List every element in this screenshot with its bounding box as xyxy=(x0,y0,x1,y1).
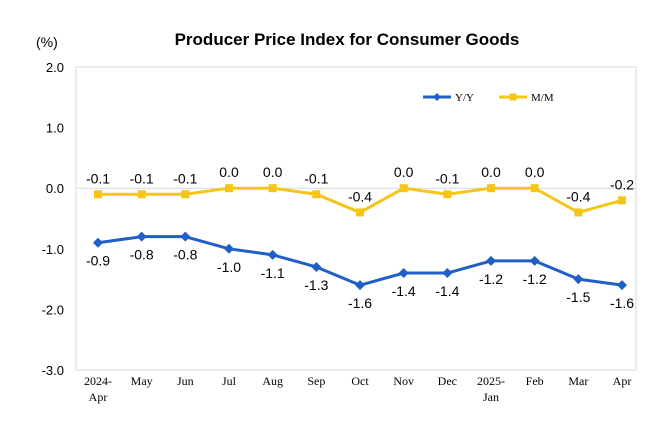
data-label: -1.0 xyxy=(217,259,241,275)
y-tick-label: 1.0 xyxy=(46,121,64,136)
plot-area-border xyxy=(75,66,637,371)
x-tick-label: Sep xyxy=(307,374,325,388)
x-tick-label: Mar xyxy=(568,374,588,388)
y-tick-label: 2.0 xyxy=(46,60,64,75)
data-point-marker xyxy=(93,237,103,248)
legend-label: M/M xyxy=(531,92,554,104)
data-label: -1.3 xyxy=(304,277,328,293)
data-point-marker xyxy=(311,261,322,272)
data-label: 0.0 xyxy=(394,164,414,180)
y-tick-label: -2.0 xyxy=(42,302,64,317)
data-label: -0.1 xyxy=(173,170,197,186)
chart-title: Producer Price Index for Consumer Goods xyxy=(175,30,520,49)
x-tick-label: Dec xyxy=(438,374,457,388)
data-label: -0.1 xyxy=(86,170,110,186)
legend: Y/Y M/M xyxy=(423,92,554,104)
data-point-marker xyxy=(398,268,409,279)
data-point-marker xyxy=(94,190,102,199)
data-point-marker xyxy=(617,280,627,291)
x-tick-label: Jun xyxy=(177,374,194,388)
y-tick-label: -1.0 xyxy=(42,242,64,257)
data-label: -1.1 xyxy=(261,265,285,281)
data-point-marker xyxy=(530,184,539,193)
x-tick-label: 2025-Jan xyxy=(477,374,505,404)
data-point-marker xyxy=(181,190,190,199)
legend-label: Y/Y xyxy=(455,92,474,104)
data-label: 0.0 xyxy=(219,164,239,180)
data-point-marker xyxy=(487,184,495,193)
data-label: 0.0 xyxy=(481,164,501,180)
data-label: -0.4 xyxy=(566,188,590,204)
data-point-marker xyxy=(618,196,626,205)
data-label: -0.8 xyxy=(173,247,197,263)
data-label: -1.4 xyxy=(435,283,459,299)
data-point-marker xyxy=(573,274,584,285)
data-point-marker xyxy=(312,190,321,199)
x-tick-label: Apr xyxy=(613,374,632,388)
data-label: -0.8 xyxy=(130,247,154,263)
data-point-marker xyxy=(443,190,452,199)
series-layer xyxy=(93,184,627,291)
data-point-marker xyxy=(267,249,278,260)
data-point-marker xyxy=(442,268,453,279)
data-point-marker xyxy=(529,255,540,266)
data-label: 0.0 xyxy=(263,164,283,180)
data-point-marker xyxy=(225,184,233,193)
data-labels: -0.9 -0.8 -0.8 -1.0 -1.1 -1.3 -1.6 -1.4 -1.4 -1.2… xyxy=(86,164,634,311)
data-label: -0.2 xyxy=(610,176,634,192)
x-tick-label: May xyxy=(131,374,153,388)
data-label: -1.2 xyxy=(479,271,503,287)
data-point-marker xyxy=(268,184,277,193)
x-tick-label: Oct xyxy=(351,374,369,388)
data-label: -0.4 xyxy=(348,188,372,204)
data-label: -0.9 xyxy=(86,253,110,269)
data-label: -0.1 xyxy=(435,170,459,186)
data-label: -1.5 xyxy=(566,289,590,305)
data-label: 0.0 xyxy=(525,164,545,180)
data-point-marker xyxy=(399,184,408,193)
data-label: -1.6 xyxy=(348,295,372,311)
data-point-marker xyxy=(574,208,583,217)
x-tick-label: Jul xyxy=(222,374,237,388)
data-point-marker xyxy=(356,208,364,217)
x-tick-label: Nov xyxy=(393,374,414,388)
data-point-marker xyxy=(224,243,234,254)
y-tick-label: -3.0 xyxy=(42,363,64,378)
x-tick-label: Feb xyxy=(526,374,544,388)
data-point-marker xyxy=(180,231,191,242)
data-label: -0.1 xyxy=(130,170,154,186)
data-label: -1.6 xyxy=(610,295,634,311)
y-axis: 2.0 1.0 0.0 -1.0 -2.0 -3.0 xyxy=(42,60,64,378)
legend-marker xyxy=(433,93,441,101)
y-tick-label: 0.0 xyxy=(46,181,64,196)
x-axis: 2024-Apr May Jun Jul Aug Sep Oct Nov Dec 2025-Jan… xyxy=(76,187,636,404)
data-point-marker xyxy=(355,280,365,291)
legend-marker xyxy=(509,93,517,101)
x-tick-label: Aug xyxy=(262,374,283,388)
data-label: -1.4 xyxy=(392,283,416,299)
data-label: -1.2 xyxy=(523,271,547,287)
x-tick-label: 2024-Apr xyxy=(84,374,112,404)
data-point-marker xyxy=(137,190,146,199)
data-label: -0.1 xyxy=(304,170,328,186)
data-point-marker xyxy=(136,231,147,242)
y-axis-unit: (%) xyxy=(36,34,58,50)
data-point-marker xyxy=(486,255,496,266)
